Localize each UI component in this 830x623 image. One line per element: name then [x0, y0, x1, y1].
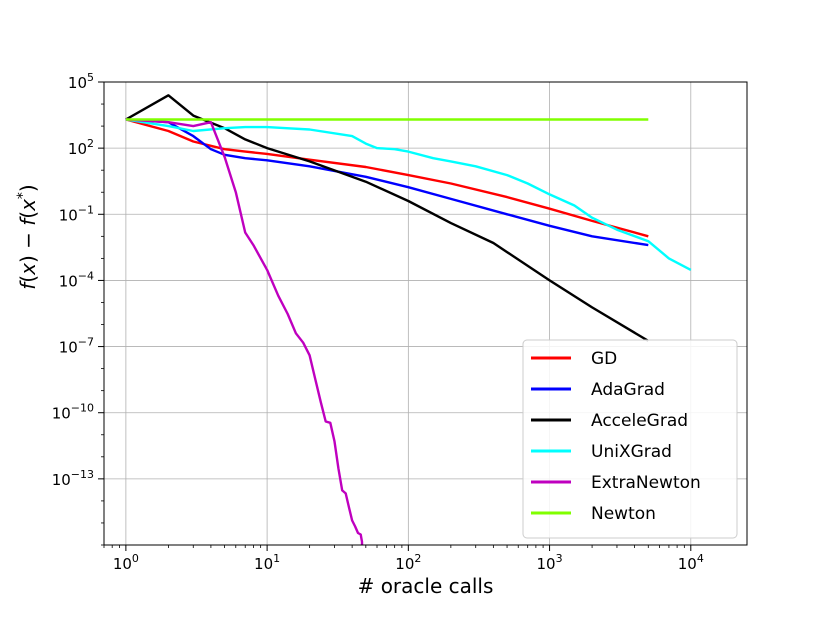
x-tick-label: 102 [395, 552, 421, 573]
y-tick-label: 10−7 [59, 336, 94, 357]
series-layer [125, 94, 692, 545]
legend-label: AdaGrad [591, 380, 665, 400]
x-tick-label: 103 [537, 552, 563, 573]
legend-label: GD [591, 349, 617, 369]
y-axis-label: f(x) − f(x*) [15, 184, 40, 290]
x-tick-label: 100 [113, 552, 139, 573]
y-tick-label: 102 [68, 137, 94, 158]
y-tick-label: 10−13 [52, 468, 94, 489]
x-tick-label: 101 [254, 552, 280, 573]
legend-label: Newton [591, 504, 656, 524]
legend-label: AcceleGrad [591, 411, 688, 431]
legend-label: UniXGrad [591, 442, 672, 462]
series-line-extranewton [125, 118, 364, 545]
plot-frame [103, 81, 748, 546]
series-line-accelegrad [125, 94, 649, 342]
series-line-adagrad [125, 118, 649, 247]
x-axis-label: # oracle calls [358, 574, 494, 598]
x-axis-ticks: 100 101 102 103 104 [103, 545, 704, 573]
x-tick-label: 104 [678, 552, 704, 573]
y-axis-label-text: f(x) − f(x*) [15, 184, 40, 290]
series-line-unixgrad [125, 118, 692, 271]
series-line-gd [125, 118, 649, 238]
y-tick-label: 10−4 [59, 269, 94, 290]
y-tick-label: 10−10 [52, 402, 94, 423]
y-tick-label: 10−1 [59, 203, 94, 224]
legend: GD AdaGrad AcceleGrad UniXGrad ExtraNewton Ne… [522, 339, 738, 539]
legend-box [522, 339, 738, 539]
legend-label: ExtraNewton [591, 473, 701, 493]
y-axis-ticks: 105 102 10−1 10−4 10−7 10−10 10−13 [52, 71, 104, 546]
y-tick-label: 105 [68, 71, 94, 92]
